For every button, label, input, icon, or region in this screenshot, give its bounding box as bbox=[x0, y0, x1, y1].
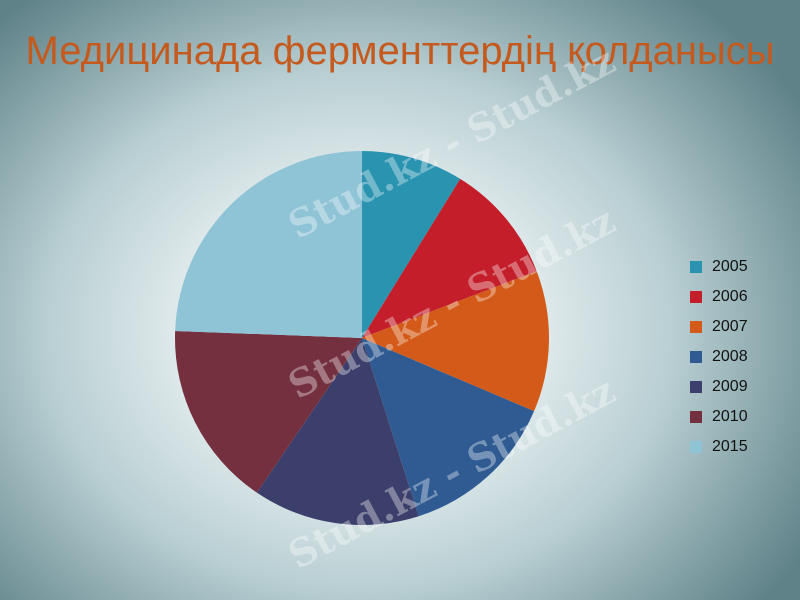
pie-slice-2010 bbox=[175, 330, 362, 493]
legend-swatch bbox=[690, 351, 702, 363]
legend-swatch bbox=[690, 411, 702, 423]
legend-label: 2007 bbox=[712, 318, 748, 335]
chart-title: Медицинада ферменттердің қолданысы bbox=[25, 29, 775, 73]
pie-slice-2005 bbox=[362, 151, 461, 338]
pie-slice-2015 bbox=[175, 151, 362, 338]
pie-slice-2008 bbox=[362, 338, 535, 517]
legend-item: 2015 bbox=[690, 432, 748, 462]
legend-label: 2009 bbox=[712, 378, 748, 395]
legend-label: 2005 bbox=[712, 258, 748, 275]
legend: 2005 2006 2007 2008 2009 2010 2015 bbox=[690, 252, 748, 462]
legend-item: 2010 bbox=[690, 402, 748, 432]
pie-slice-2009 bbox=[256, 338, 419, 525]
legend-swatch bbox=[690, 441, 702, 453]
legend-swatch bbox=[690, 261, 702, 273]
legend-swatch bbox=[690, 321, 702, 333]
legend-label: 2008 bbox=[712, 348, 748, 365]
pie-slice-2007 bbox=[362, 271, 550, 412]
legend-item: 2006 bbox=[690, 282, 748, 312]
legend-item: 2009 bbox=[690, 372, 748, 402]
legend-item: 2005 bbox=[690, 252, 748, 282]
legend-swatch bbox=[690, 291, 702, 303]
legend-swatch bbox=[690, 381, 702, 393]
legend-item: 2007 bbox=[690, 312, 748, 342]
pie-slice-2006 bbox=[362, 178, 537, 338]
legend-label: 2010 bbox=[712, 408, 748, 425]
legend-item: 2008 bbox=[690, 342, 748, 372]
legend-label: 2015 bbox=[712, 438, 748, 455]
legend-label: 2006 bbox=[712, 288, 748, 305]
